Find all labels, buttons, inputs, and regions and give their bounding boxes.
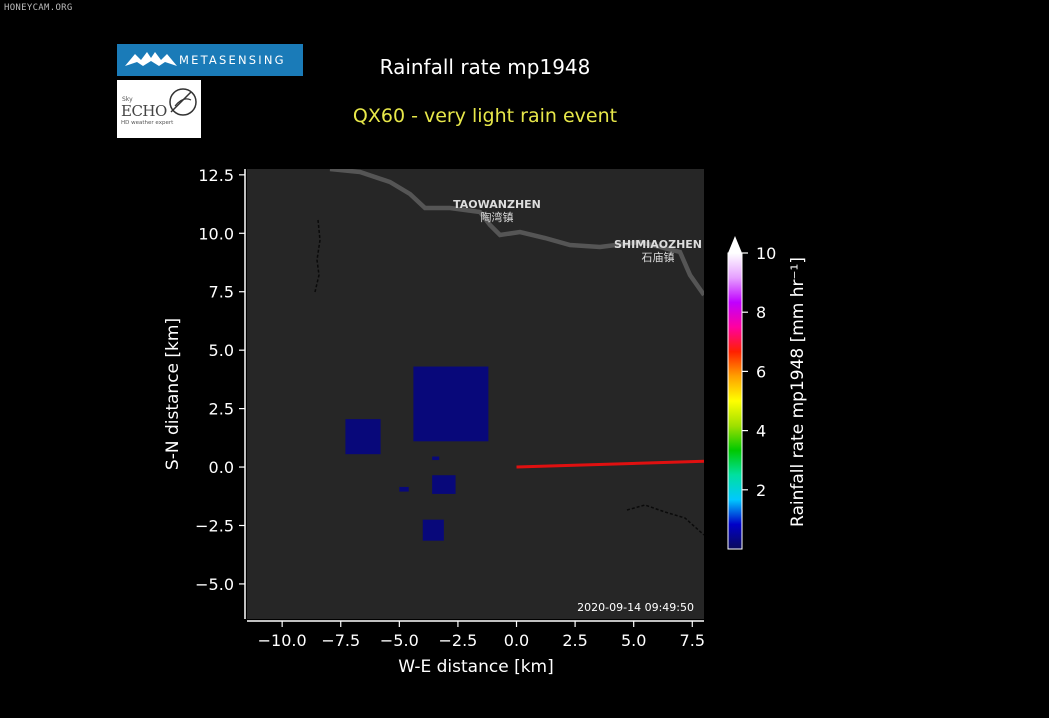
colorbar-label: Rainfall rate mp1948 [mm hr⁻¹] — [788, 257, 808, 527]
skyecho-logo: Sky ECHO HD weather expert — [117, 80, 201, 138]
colorbar-extend-arrow — [728, 236, 742, 253]
rain-cell — [413, 366, 489, 442]
rain-cell — [345, 419, 381, 455]
y-tick-label: 0.0 — [209, 458, 234, 477]
colorbar-ticks: 2 4 6 8 10 — [742, 244, 776, 500]
y-ticks: 12.5 10.0 7.5 5.0 2.5 0.0 −2.5 −5.0 — [195, 166, 245, 594]
y-tick-label: 10.0 — [198, 224, 234, 243]
colorbar-tick-label: 10 — [756, 244, 776, 263]
colorbar-tick-label: 6 — [756, 362, 766, 381]
x-tick-label: −7.5 — [321, 631, 360, 650]
colorbar-tick-label: 2 — [756, 481, 766, 500]
metasensing-brand-text: METASENSING — [179, 53, 286, 67]
colorbar-tick-label: 4 — [756, 422, 766, 441]
skyecho-tagline: HD weather expert — [121, 120, 174, 126]
x-tick-label: −5.0 — [380, 631, 419, 650]
x-ticks: −10.0 −7.5 −5.0 −2.5 0.0 2.5 5.0 7.5 — [258, 621, 705, 650]
x-tick-label: −10.0 — [258, 631, 307, 650]
river-southeast — [626, 504, 704, 536]
map-label-taowanzhen: TAOWANZHEN — [453, 198, 541, 211]
basemap — [314, 169, 704, 536]
bat-logo-icon — [125, 52, 177, 66]
axes — [244, 169, 704, 622]
map-labels: TAOWANZHEN 陶湾镇 SHIMIAOZHEN 石庙镇 — [453, 198, 702, 264]
skyecho-echo-text: ECHO — [121, 102, 167, 120]
road-north — [329, 169, 704, 297]
x-tick-label: 2.5 — [562, 631, 587, 650]
radar-beam — [516, 459, 705, 469]
map-label-shimiaozhen: SHIMIAOZHEN — [614, 238, 702, 251]
rain-cell — [399, 486, 409, 492]
map-label-shimiaozhen-cn: 石庙镇 — [642, 250, 675, 264]
x-tick-label: −2.5 — [438, 631, 477, 650]
rain-cell — [432, 475, 456, 494]
y-tick-label: 2.5 — [209, 400, 234, 419]
map-label-taowanzhen-cn: 陶湾镇 — [481, 210, 514, 224]
x-tick-label: 5.0 — [621, 631, 646, 650]
x-tick-label: 7.5 — [680, 631, 705, 650]
colorbar-tick-label: 8 — [756, 303, 766, 322]
x-tick-label: 0.0 — [504, 631, 529, 650]
y-tick-label: 5.0 — [209, 341, 234, 360]
watermark: HONEYCAM.ORG — [4, 3, 73, 13]
y-tick-label: 12.5 — [198, 166, 234, 185]
y-axis-label: S-N distance [km] — [163, 318, 183, 470]
radar-dish-icon — [169, 88, 197, 116]
rain-cell — [422, 519, 444, 541]
y-tick-label: 7.5 — [209, 283, 234, 302]
x-axis-label: W-E distance [km] — [398, 657, 554, 677]
chart-subtitle: QX60 - very light rain event — [352, 105, 618, 127]
metasensing-logo: METASENSING — [117, 44, 303, 76]
y-tick-label: −2.5 — [195, 516, 234, 535]
y-tick-label: −5.0 — [195, 575, 234, 594]
skyecho-sky-text: Sky — [122, 96, 133, 103]
chart-title: Rainfall rate mp1948 — [379, 55, 591, 79]
river-west — [314, 219, 321, 293]
rain-cell — [432, 456, 440, 461]
colorbar: 2 4 6 8 10 Rainfall rate mp1948 [mm hr⁻¹] — [727, 236, 808, 550]
colorbar-gradient — [727, 252, 743, 550]
timestamp: 2020-09-14 09:49:50 — [577, 601, 694, 614]
rain-cells — [345, 366, 489, 541]
